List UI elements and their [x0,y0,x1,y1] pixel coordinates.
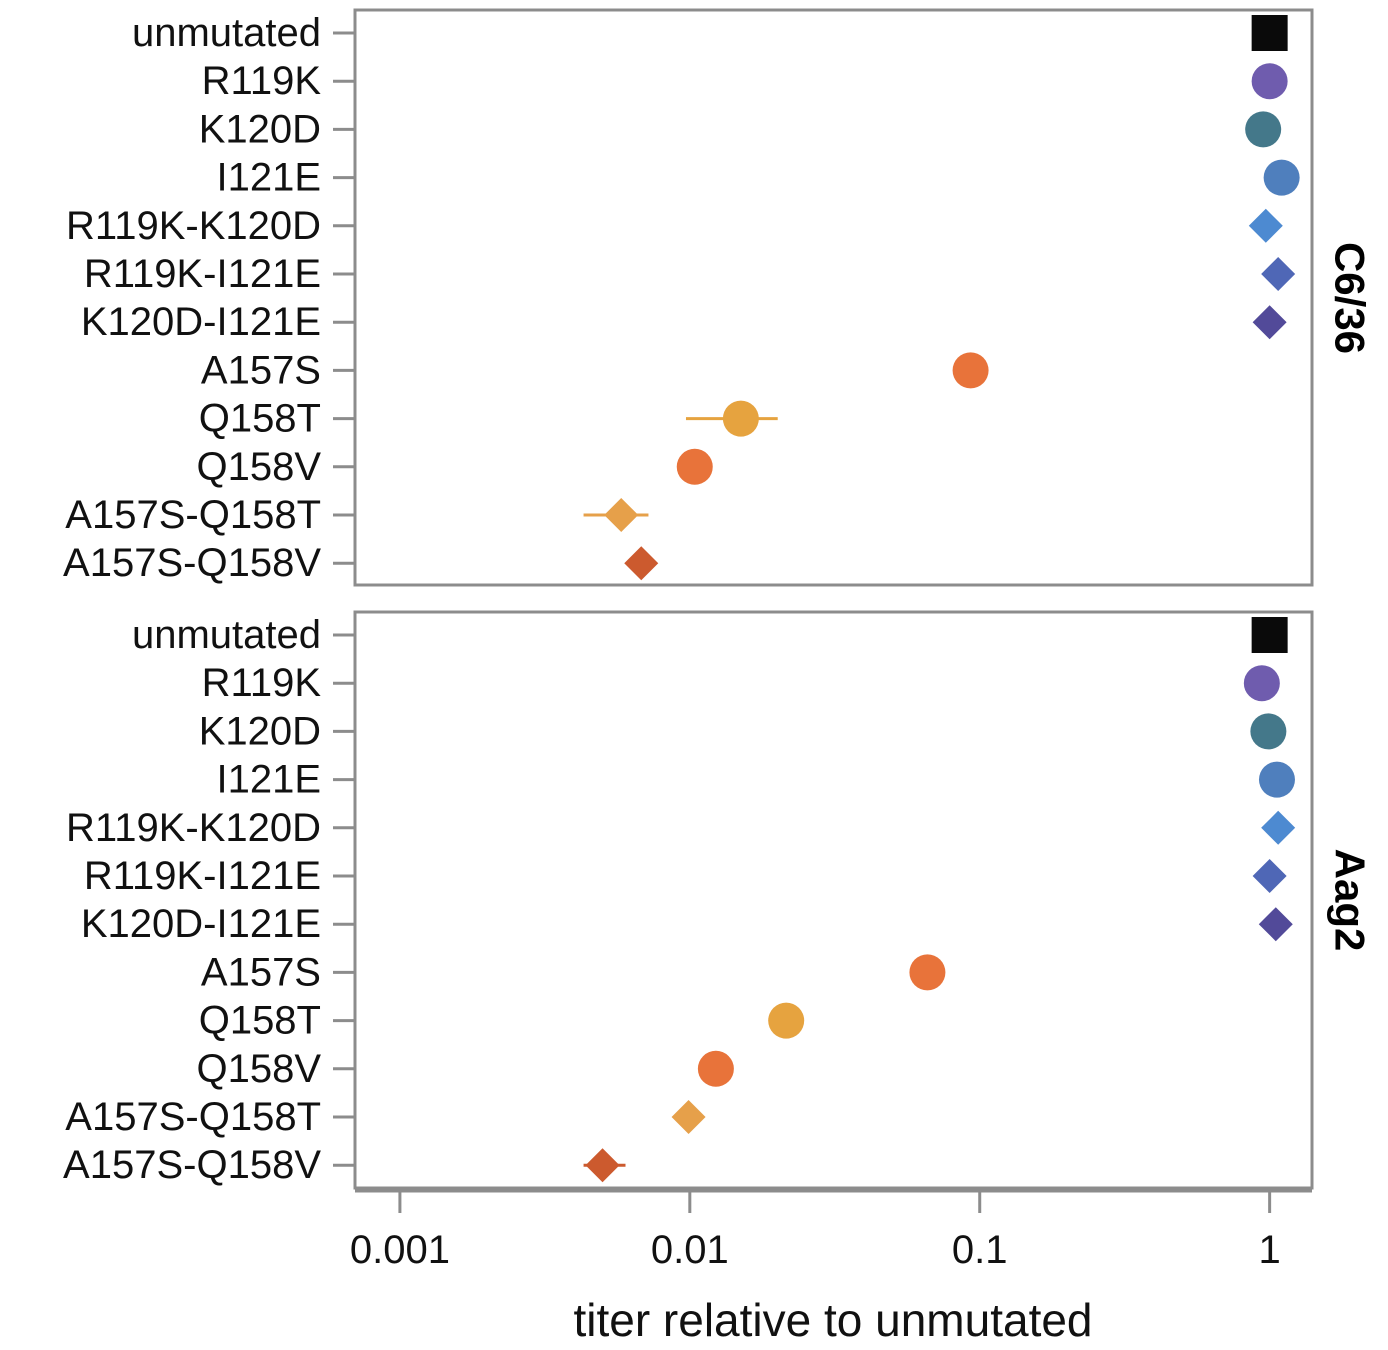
point-aag2-k120d-i121e [1258,907,1293,942]
y-tick-label-a157s-q158v: A157S-Q158V [63,1143,321,1187]
y-tick-label-a157s-q158v: A157S-Q158V [63,541,321,585]
point-c6-36-a157s [952,352,989,389]
point-aag2-q158t [768,1002,805,1039]
y-tick-label-k120d-i121e: K120D-I121E [81,300,321,344]
y-tick-label-i121e: I121E [216,156,321,200]
y-tick-label-q158v: Q158V [196,445,321,489]
y-tick-label-r119k-i121e: R119K-I121E [84,854,321,898]
point-c6-36-a157s-q158v [624,546,659,581]
point-c6-36-k120d-i121e [1252,305,1287,340]
y-tick-label-q158t: Q158T [199,397,321,441]
point-c6-36-q158v [676,448,713,485]
point-aag2-r119k-k120d [1261,810,1296,845]
y-tick-label-a157s: A157S [201,348,321,392]
point-aag2-unmutated [1251,617,1288,653]
y-tick-label-unmutated: unmutated [132,11,321,55]
point-aag2-q158v [697,1050,734,1087]
point-c6-36-r119k [1251,63,1288,100]
point-c6-36-a157s-q158t [604,498,639,532]
y-tick-label-r119k: R119K [202,661,322,705]
point-aag2-a157s-q158t [671,1100,706,1134]
y-tick-label-a157s-q158t: A157S-Q158T [65,1095,321,1139]
y-tick-label-q158v: Q158V [196,1047,321,1091]
point-aag2-i121e [1258,761,1295,798]
x-axis: 0.001 0.01 0.1 1 [350,1189,1312,1272]
x-axis-title: titer relative to unmutated [573,1294,1092,1346]
y-tick-label-r119k-i121e: R119K-I121E [84,252,321,296]
y-tick-label-r119k-k120d: R119K-K120D [66,204,321,248]
y-tick-label-r119k-k120d: R119K-K120D [66,806,321,850]
x-tick-label: 0.001 [350,1228,450,1272]
y-tick-label-unmutated: unmutated [132,613,321,657]
y-tick-label-k120d: K120D [199,107,321,151]
x-tick-label: 1 [1259,1228,1281,1272]
x-tick-label: 0.1 [952,1228,1008,1272]
facet-label-aag2: Aag2 [1327,849,1374,952]
panel-frame [353,610,1314,1190]
panel-frame [353,8,1314,587]
point-c6-36-q158t [722,400,759,437]
point-aag2-r119k [1243,665,1280,702]
y-tick-label-r119k: R119K [202,59,322,103]
y-tick-label-a157s-q158t: A157S-Q158T [65,493,321,537]
facet-label-c6-36: C6/36 [1327,242,1374,354]
x-tick-label: 0.01 [651,1228,729,1272]
point-aag2-a157s-q158v [585,1148,620,1183]
point-c6-36-unmutated [1251,15,1288,51]
y-tick-label-a157s: A157S [201,950,321,994]
point-c6-36-r119k-k120d [1248,208,1283,243]
point-c6-36-r119k-i121e [1261,257,1296,291]
point-aag2-r119k-i121e [1252,859,1287,893]
point-aag2-a157s [909,954,946,991]
point-aag2-k120d [1250,713,1287,750]
y-tick-label-q158t: Q158T [199,999,321,1043]
y-tick-label-k120d-i121e: K120D-I121E [81,902,321,946]
y-tick-label-i121e: I121E [216,758,321,802]
y-tick-label-k120d: K120D [199,709,321,753]
point-c6-36-i121e [1263,159,1300,196]
point-c6-36-k120d [1245,111,1282,148]
